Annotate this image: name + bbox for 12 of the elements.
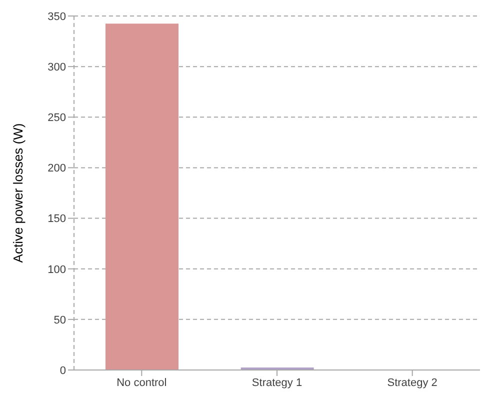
y-tick-label: 150 (48, 213, 66, 226)
y-tick-label: 200 (48, 162, 66, 175)
x-tick-label: Strategy 2 (387, 376, 438, 389)
y-axis-title: Active power losses (W) (10, 123, 26, 263)
x-tick-label: No control (116, 376, 167, 389)
y-tick-label: 250 (48, 112, 66, 124)
x-tick-label: Strategy 1 (252, 376, 302, 389)
y-tick-label: 300 (48, 61, 66, 74)
y-tick-label: 350 (48, 10, 66, 23)
y-tick-label: 0 (60, 364, 66, 377)
y-tick-label: 50 (54, 314, 66, 326)
y-tick-label: 100 (48, 264, 66, 276)
